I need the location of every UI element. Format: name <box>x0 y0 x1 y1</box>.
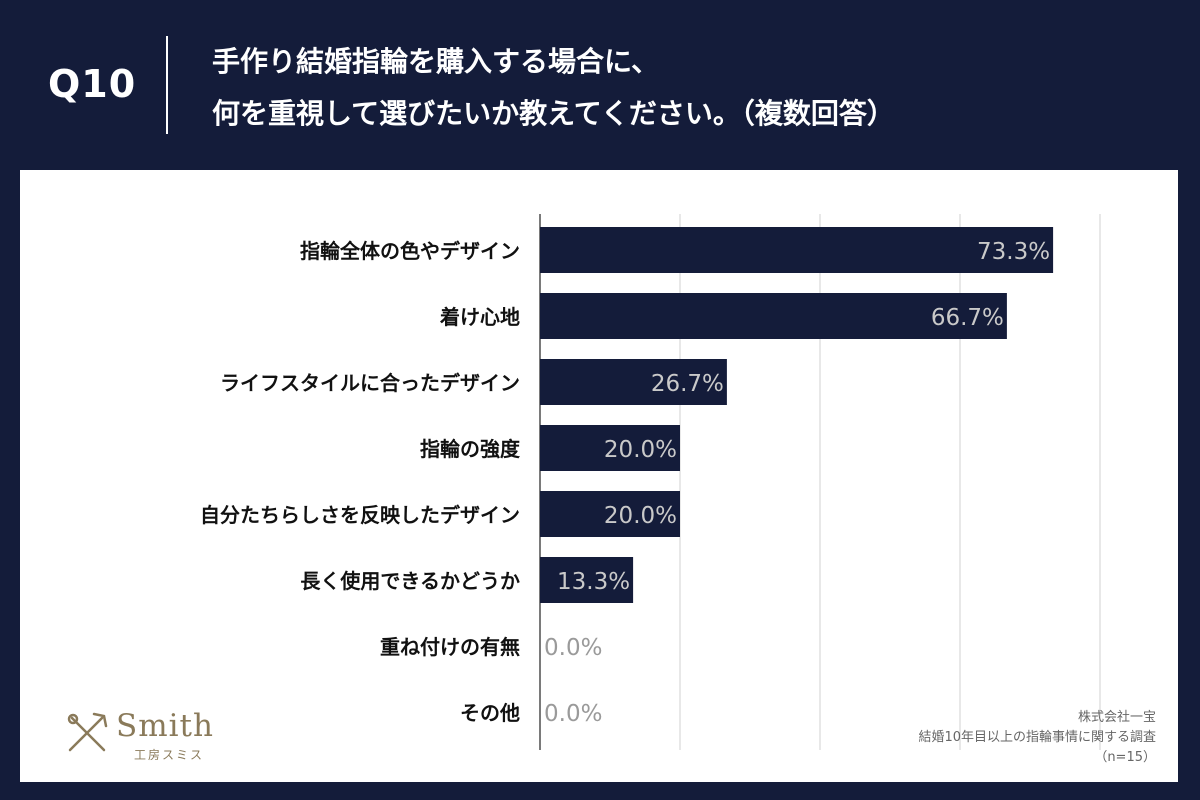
category-label: 着け心地 <box>439 305 520 329</box>
logo-wordmark: Smith <box>116 708 214 744</box>
header: Q10 手作り結婚指輪を購入する場合に、 何を重視して選びたいか教えてください。… <box>0 0 1200 170</box>
category-label: 指輪の強度 <box>420 437 521 461</box>
smith-logo: Smith 工房スミス <box>64 708 254 764</box>
bar-value-label: 13.3% <box>557 569 630 595</box>
question-title-line-1: 手作り結婚指輪を購入する場合に、 <box>212 45 660 78</box>
question-number: Q10 <box>48 62 137 106</box>
bar <box>540 425 680 471</box>
logo-subtitle: 工房スミス <box>134 748 205 762</box>
bar <box>540 491 680 537</box>
header-divider <box>166 36 168 134</box>
category-label: 指輪全体の色やデザイン <box>300 239 520 263</box>
bar-value-label: 20.0% <box>604 503 677 529</box>
bar-value-label: 26.7% <box>651 371 724 397</box>
question-title-line-2: 何を重視して選びたいか教えてください。（複数回答） <box>212 97 895 130</box>
bar-value-label: 0.0% <box>544 701 602 727</box>
bar <box>540 293 1007 339</box>
category-label: ライフスタイルに合ったデザイン <box>220 371 520 395</box>
source-sample-size: （n=15） <box>1094 750 1156 765</box>
category-label: 自分たちらしさを反映したデザイン <box>200 503 520 527</box>
source-survey-name: 結婚10年目以上の指輪事情に関する調査 <box>918 730 1156 745</box>
bar-value-label: 73.3% <box>977 239 1050 265</box>
crossed-tools-icon <box>67 712 108 752</box>
bar-value-label: 0.0% <box>544 635 602 661</box>
bar <box>540 227 1054 273</box>
bar <box>540 359 727 405</box>
bar-value-label: 66.7% <box>931 305 1004 331</box>
bar-chart: 指輪全体の色やデザイン 73.3% 着け心地 66.7% ライフスタイルに合ったデザイン… <box>200 214 1101 750</box>
chart-panel: 指輪全体の色やデザイン 73.3% 着け心地 66.7% ライフスタイルに合ったデザイン… <box>20 170 1178 782</box>
category-label: 重ね付けの有無 <box>380 635 520 659</box>
survey-source: 株式会社一宝 結婚10年目以上の指輪事情に関する調査 （n=15） <box>918 708 1156 768</box>
source-company: 株式会社一宝 <box>1077 710 1156 725</box>
category-label: その他 <box>460 701 520 725</box>
category-label: 長く使用できるかどうか <box>300 569 520 593</box>
bar-value-label: 20.0% <box>604 437 677 463</box>
bar <box>540 557 634 603</box>
